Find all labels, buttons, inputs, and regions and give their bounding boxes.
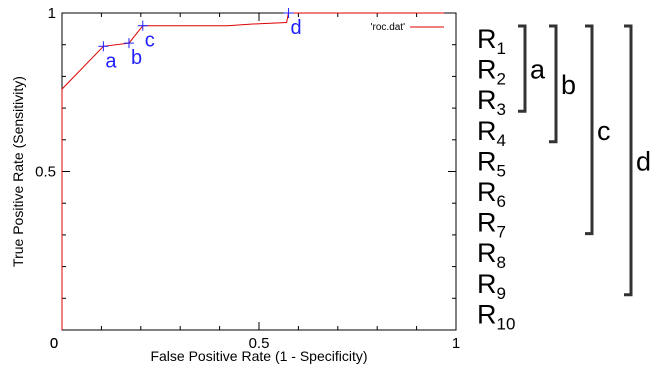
legend-label: 'roc.dat' [371,22,405,33]
rank-letter: R [477,299,497,329]
bracket-label-c: c [597,116,611,146]
rank-subscript: 10 [497,314,516,333]
bracket-label-d: d [636,146,651,176]
rank-letter: R [477,116,497,146]
rank-item-4: R4 [477,116,506,150]
rank-letter: R [477,177,497,207]
roc-plot: 0 0.5 1 0.5 1 False Positive Rate (1 - Specif… [10,5,460,364]
rank-letter: R [477,85,497,115]
bracket-a [518,24,527,113]
x-axis-title: False Positive Rate (1 - Specificity) [150,348,367,364]
rank-subscript: 4 [497,131,506,150]
point-label-b: b [131,47,142,69]
rank-item-2: R2 [477,55,506,89]
y-tick-label: 1 [48,5,56,22]
rank-subscript: 7 [497,223,506,242]
roc-curve-line [61,12,445,330]
rank-letter: R [477,269,497,299]
rank-subscript: 8 [497,253,506,272]
bracket-c [585,24,594,236]
x-tick-label: 0.5 [249,335,270,352]
rank-item-5: R5 [477,146,506,180]
rank-subscript: 3 [497,100,506,119]
plot-frame [61,12,457,331]
rank-subscript: 2 [497,70,506,89]
bracket-label-a: a [530,55,546,85]
bracket-label-b: b [561,70,576,100]
rank-letter: R [477,55,497,85]
rank-subscript: 6 [497,192,506,211]
x-tick-label: 0 [50,335,58,352]
point-label-d: d [291,17,302,39]
point-label-c: c [145,30,155,52]
bracket-d [624,24,633,297]
rank-letter: R [477,24,497,54]
rank-item-3: R3 [477,85,506,119]
bracket-b [549,24,558,144]
rank-item-10: R10 [477,299,515,333]
rank-item-6: R6 [477,177,506,211]
rank-letter: R [477,208,497,238]
rank-item-8: R8 [477,238,506,272]
rank-item-1: R1 [477,24,506,58]
rank-subscript: 5 [497,161,506,180]
rank-subscript: 9 [497,284,506,303]
rank-item-9: R9 [477,269,506,303]
rank-letter: R [477,146,497,176]
rank-item-7: R7 [477,208,506,242]
y-tick-label: 0 [50,335,58,352]
y-axis-title: True Positive Rate (Sensitivity) [10,76,26,267]
point-label-a: a [105,50,117,72]
rank-letter: R [477,238,497,268]
rank-subscript: 1 [497,39,506,58]
x-tick-label: 1 [452,335,460,352]
y-tick-label: 0.5 [35,164,56,181]
